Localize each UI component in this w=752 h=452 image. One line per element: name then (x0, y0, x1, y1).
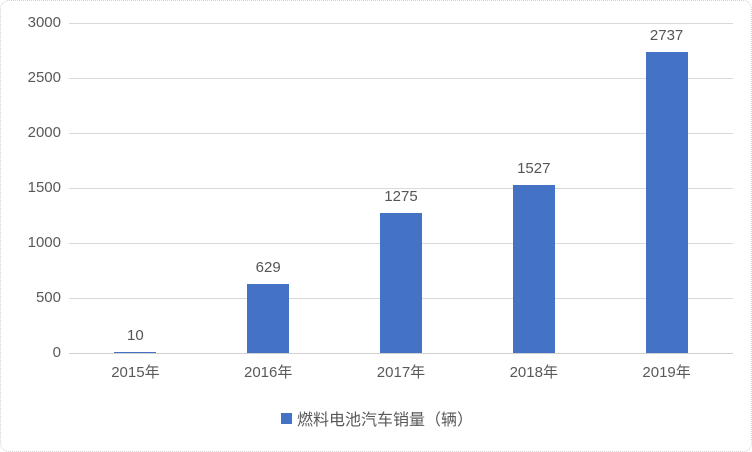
y-axis-tick-label: 1000 (27, 234, 61, 251)
y-axis-tick-label: 2000 (27, 124, 61, 141)
y-axis-tick-label: 1500 (27, 179, 61, 196)
y-axis-tick-label: 2500 (27, 69, 61, 86)
bar-value-label: 629 (255, 258, 281, 276)
bar-value-label: 1527 (517, 160, 551, 178)
legend-label: 燃料电池汽车销量（辆） (296, 412, 473, 429)
legend[interactable]: 燃料电池汽车销量（辆） (1, 406, 751, 430)
x-axis-tick-label: 2015年 (111, 364, 160, 381)
bar[interactable] (247, 283, 290, 353)
bar[interactable] (512, 185, 555, 353)
y-axis-tick-label: 3000 (27, 14, 61, 31)
x-axis-tick-label: 2017年 (376, 364, 426, 381)
legend-square-icon (280, 412, 292, 424)
x-axis-line (69, 353, 733, 354)
x-axis-tick-label: 2019年 (642, 364, 691, 381)
bar[interactable] (645, 51, 688, 353)
y-axis-tick-label: 0 (52, 344, 61, 361)
gridline (69, 78, 733, 79)
bar[interactable] (380, 212, 422, 353)
bar-value-label: 2737 (649, 26, 684, 44)
y-axis-tick-label: 500 (35, 289, 61, 306)
x-axis-tick-label: 2016年 (244, 364, 293, 381)
bar[interactable] (114, 351, 157, 353)
gridline (69, 23, 733, 24)
x-axis-tick-label: 2018年 (509, 364, 558, 381)
bar-value-label: 10 (127, 326, 144, 344)
gridline (69, 188, 733, 189)
gridline (69, 133, 733, 134)
bar-value-label: 1275 (384, 187, 418, 205)
